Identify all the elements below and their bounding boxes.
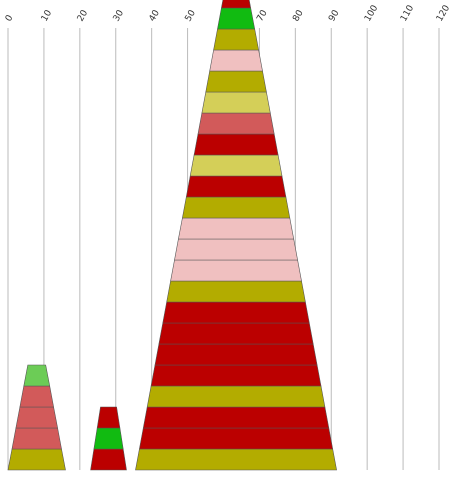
- x-tick-label: 90: [327, 8, 342, 23]
- stack-segment: [139, 427, 334, 450]
- stack-1: [7, 364, 66, 471]
- stack-segment: [182, 196, 291, 219]
- stack-segment: [96, 406, 121, 429]
- stack-segment: [150, 364, 322, 387]
- stack-segment: [11, 427, 62, 450]
- stack-segment: [142, 406, 330, 429]
- stack-segment: [217, 7, 256, 30]
- stack-segment: [178, 217, 295, 240]
- stack-segment: [154, 343, 318, 366]
- stack-segment: [197, 112, 275, 135]
- stack-segment: [189, 154, 283, 177]
- x-tick-label: 110: [399, 3, 416, 23]
- x-tick-label: 40: [148, 8, 163, 23]
- x-tick-label: 120: [435, 3, 452, 23]
- stack-segment: [7, 448, 66, 471]
- x-tick-label: 30: [112, 8, 127, 23]
- stacks: [7, 0, 337, 471]
- stack-2: [90, 406, 127, 471]
- stack-segment: [221, 0, 252, 9]
- stack-segment: [193, 133, 279, 156]
- x-tick-label: 20: [76, 8, 91, 23]
- x-tick-label: 0: [4, 13, 16, 23]
- stack-segment: [23, 364, 51, 387]
- stack-segment: [209, 49, 263, 72]
- stack-segment: [185, 175, 287, 198]
- x-tick-label: 80: [291, 8, 306, 23]
- stack-segment: [15, 406, 58, 429]
- x-tick-label: 10: [40, 8, 55, 23]
- stack-segment: [90, 448, 127, 471]
- stack-segment: [201, 91, 271, 114]
- x-tick-label: 70: [255, 8, 270, 23]
- stack-segment: [146, 385, 326, 408]
- stack-segment: [158, 322, 314, 345]
- x-tick-label: 100: [363, 3, 380, 23]
- stack-segment: [205, 70, 267, 93]
- stack-segment: [93, 427, 124, 450]
- stack-segment: [19, 385, 54, 408]
- stack-segment: [162, 301, 310, 324]
- stack-segment: [135, 448, 337, 471]
- stack-segment: [170, 259, 302, 282]
- stack-segment: [213, 28, 259, 51]
- stack-3: [135, 0, 337, 471]
- stack-segment: [166, 280, 306, 303]
- stack-segment: [174, 238, 298, 261]
- x-tick-label: 50: [184, 8, 199, 23]
